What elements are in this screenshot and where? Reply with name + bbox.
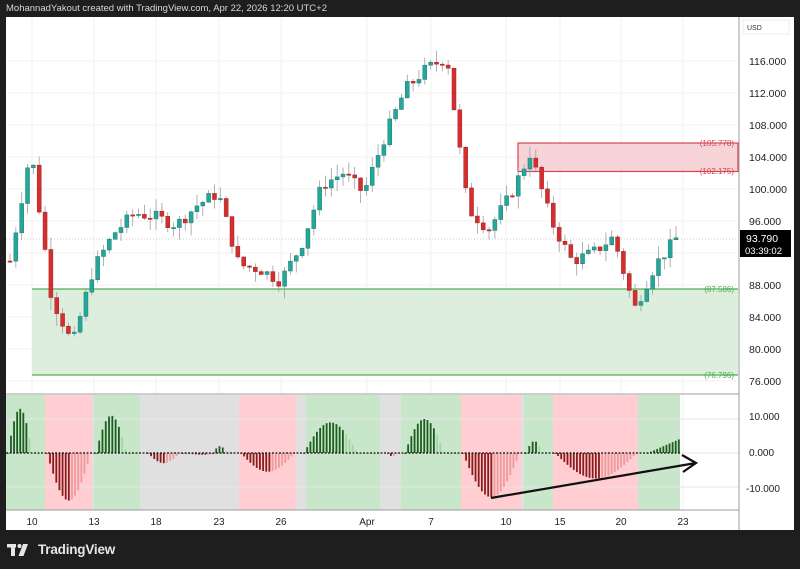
footer-bar bbox=[0, 530, 800, 569]
supply-top-label: (105.778) bbox=[700, 139, 735, 148]
currency-label[interactable]: USD bbox=[747, 25, 762, 32]
tradingview-wordmark: TradingView bbox=[38, 542, 116, 557]
time-tick: 26 bbox=[275, 517, 287, 528]
price-tick: 80.000 bbox=[749, 344, 781, 356]
time-tick: 10 bbox=[26, 517, 38, 528]
tradingview-logo-icon bbox=[7, 543, 28, 556]
svg-text:93.790: 93.790 bbox=[746, 233, 778, 245]
time-tick: 23 bbox=[677, 517, 689, 528]
time-tick: Apr bbox=[359, 517, 375, 528]
price-tick: 108.000 bbox=[749, 120, 787, 132]
osc-tick: 10.000 bbox=[749, 412, 780, 423]
demand-zone[interactable] bbox=[32, 289, 738, 375]
price-tick: 104.000 bbox=[749, 152, 787, 164]
oscillator-axis[interactable]: 10.000 0.000 -10.000 bbox=[746, 412, 780, 495]
supply-bottom-label: (102.175) bbox=[700, 167, 735, 176]
demand-bottom-label: (76.796) bbox=[704, 371, 734, 380]
chart-attribution: MohannadYakout created with TradingView.… bbox=[0, 0, 800, 17]
svg-text:03:39:02: 03:39:02 bbox=[745, 246, 782, 257]
price-tick: 96.000 bbox=[749, 216, 781, 228]
chart-frame: (105.778) (102.175) (87.586) (76.796) US… bbox=[6, 17, 794, 530]
price-tick: 100.000 bbox=[749, 184, 787, 196]
time-axis[interactable]: 10 13 18 23 26 Apr 7 10 15 20 23 bbox=[26, 517, 689, 528]
time-tick: 23 bbox=[213, 517, 225, 528]
last-price-badge: 93.790 03:39:02 bbox=[740, 230, 791, 257]
time-tick: 7 bbox=[428, 517, 434, 528]
chart-canvas[interactable]: (105.778) (102.175) (87.586) (76.796) US… bbox=[6, 17, 794, 530]
price-tick: 84.000 bbox=[749, 312, 781, 324]
price-tick: 76.000 bbox=[749, 376, 781, 388]
demand-top-label: (87.586) bbox=[704, 285, 734, 294]
price-tick: 116.000 bbox=[749, 56, 786, 68]
osc-tick: 0.000 bbox=[749, 448, 774, 459]
time-tick: 20 bbox=[615, 517, 627, 528]
divergence-arrow-icon[interactable] bbox=[490, 454, 699, 500]
time-tick: 15 bbox=[554, 517, 566, 528]
osc-tick: -10.000 bbox=[746, 484, 780, 495]
time-tick: 13 bbox=[88, 517, 100, 528]
price-tick: 88.000 bbox=[749, 280, 781, 292]
time-tick: 18 bbox=[150, 517, 162, 528]
tradingview-logo[interactable]: TradingView bbox=[7, 542, 115, 557]
time-tick: 10 bbox=[500, 517, 512, 528]
supply-zone[interactable] bbox=[517, 142, 739, 173]
price-axis[interactable]: 116.000 112.000 108.000 104.000 100.000 … bbox=[749, 56, 787, 388]
price-tick: 112.000 bbox=[749, 88, 786, 100]
candlestick-series bbox=[7, 50, 679, 337]
